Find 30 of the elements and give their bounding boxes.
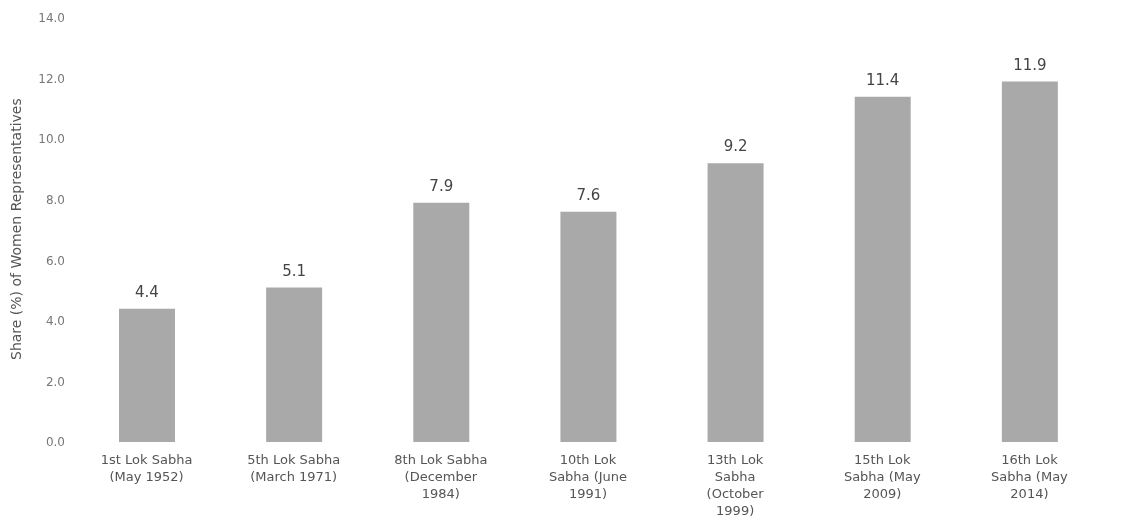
y-tick-label: 4.0 [45, 314, 65, 329]
bar [1001, 81, 1058, 442]
y-tick-label: 6.0 [45, 253, 65, 268]
data-label: 11.4 [866, 70, 900, 89]
y-tick-label: 2.0 [45, 374, 65, 389]
x-tick-label: 10th Lok Sabha (June 1991) [548, 452, 628, 501]
bar [707, 163, 764, 442]
x-tick-label: 15th Lok Sabha (May 2009) [843, 452, 921, 501]
data-label: 7.9 [429, 176, 454, 195]
y-tick-label: 12.0 [38, 71, 65, 86]
data-label: 9.2 [723, 137, 748, 156]
x-tick-label: 16th Lok Sabha (May 2014) [991, 452, 1069, 501]
bar [560, 211, 617, 442]
bar [119, 308, 175, 442]
y-axis-title: Share (%) of Women Representatives [7, 98, 24, 360]
y-tick-label: 8.0 [45, 192, 65, 207]
data-label: 5.1 [282, 261, 307, 280]
y-tick-label: 10.0 [38, 132, 65, 147]
bar [413, 202, 470, 442]
data-label: 11.9 [1013, 55, 1047, 74]
x-tick-label: 5th Lok Sabha (March 1971) [247, 452, 341, 484]
bar [266, 287, 323, 442]
x-tick-label: 13th Lok Sabha (October 1999) [706, 452, 765, 518]
x-tick-label: 8th Lok Sabha (December 1984) [394, 452, 488, 501]
y-tick-label: 14.0 [38, 11, 65, 26]
data-label: 4.4 [135, 282, 159, 301]
bar [854, 96, 911, 442]
x-tick-label: 1st Lok Sabha (May 1952) [100, 452, 193, 484]
y-tick-label: 0.0 [45, 435, 65, 450]
data-label: 7.6 [576, 185, 601, 204]
